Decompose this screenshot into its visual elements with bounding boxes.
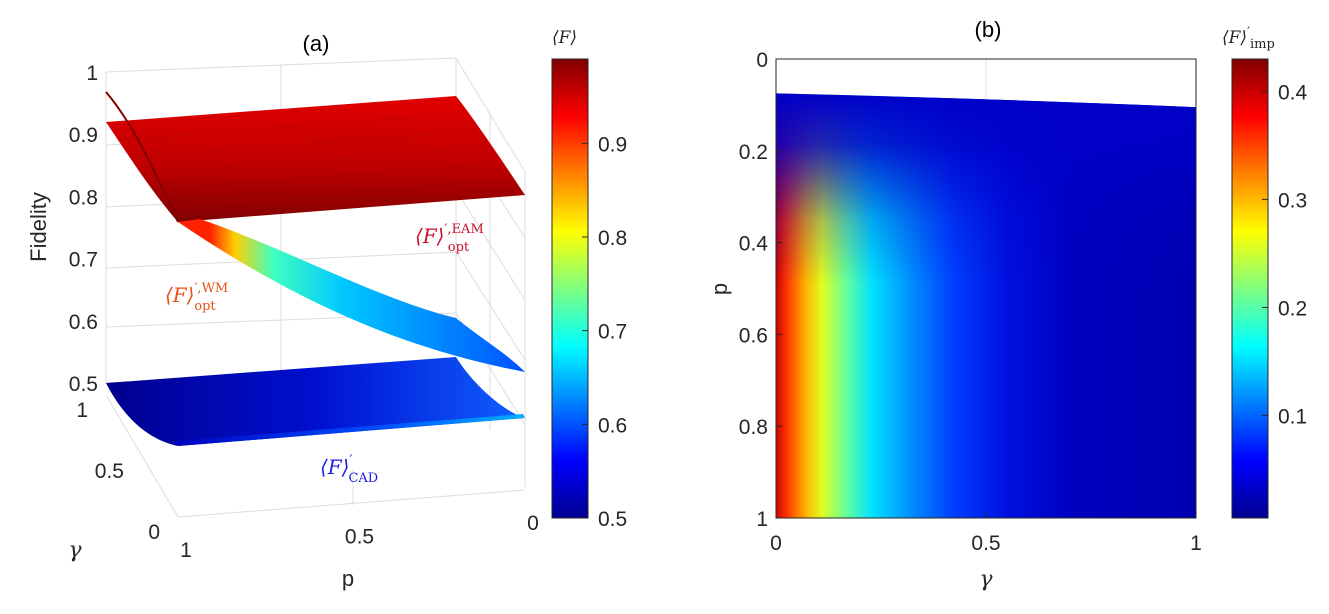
gamma-tick-labels: 00.51	[76, 399, 160, 544]
label-wm: ⟨F⟩′,WM opt	[165, 281, 228, 314]
colorbar-a-title: ⟨F⟩	[552, 28, 577, 48]
z-axis-label: Fidelity	[26, 192, 51, 262]
colorbar-b-tick-label: 0.4	[1278, 81, 1308, 104]
heatmap-y-tick-label: 1	[756, 508, 768, 531]
z-tick-label: 0.9	[69, 124, 98, 147]
z-tick-label: 0.5	[69, 373, 98, 396]
heatmap-x-ticks: 0 0.5 1	[770, 512, 1202, 555]
colorbar-a-tick-label: 0.8	[598, 227, 627, 250]
colorbar-a-tick-label: 0.5	[598, 508, 627, 531]
heatmap-x-tick-label: 1	[1190, 532, 1202, 555]
z-tick-label: 0.8	[69, 186, 98, 209]
heatmap-field	[776, 93, 1196, 518]
colorbar-b-ticks: 0.1 0.2 0.3 0.4	[1262, 81, 1308, 428]
label-eam: ⟨F⟩′,EAM opt	[415, 222, 484, 255]
heatmap-y-tick-label: 0.2	[739, 141, 768, 164]
colorbar-b-tick-label: 0.3	[1278, 189, 1307, 212]
colorbar-a-tick-label: 0.6	[598, 414, 627, 437]
heatmap-y-tick-label: 0	[756, 49, 768, 72]
heatmap-y-label: p	[707, 283, 732, 295]
heatmap-x-tick-label: 0	[770, 532, 782, 555]
p-tick-labels: 10.50	[180, 512, 539, 562]
colorbar-a-tick-label: 0.7	[598, 321, 627, 344]
heatmap-top-fade	[776, 93, 1196, 518]
heatmap-y-ticks: 0 0.2 0.4 0.6 0.8 1	[739, 49, 782, 531]
gamma-axis-label: γ	[68, 538, 82, 563]
z-tick-label: 0.6	[69, 311, 98, 334]
heatmap-y-tick-label: 0.8	[739, 416, 768, 439]
surface-cad-edge	[176, 414, 525, 446]
colorbar-b-tick-label: 0.1	[1278, 405, 1307, 428]
gamma-tick-label: 0.5	[95, 460, 124, 483]
p-axis-label: p	[342, 566, 354, 591]
colorbar-b	[1232, 59, 1268, 518]
label-cad: ⟨F⟩′ CAD	[320, 453, 378, 486]
z-tick-label: 0.7	[69, 249, 98, 272]
surface-wm	[178, 219, 525, 372]
colorbar-a-tick-label: 0.9	[598, 133, 627, 156]
panel-b-title: (b)	[975, 17, 1002, 42]
heatmap-y-tick-label: 0.4	[739, 233, 769, 256]
colorbar-b-title: ⟨F⟩′imp	[1222, 25, 1275, 52]
colorbar-b-tick-label: 0.2	[1278, 297, 1307, 320]
surface-eam-edge	[105, 91, 179, 223]
heatmap-x-label: γ	[979, 567, 993, 592]
gamma-tick-label: 1	[76, 399, 88, 422]
colorbar-b-border	[1231, 58, 1269, 519]
colorbar-a	[552, 59, 588, 518]
colorbar-a-ticks: 0.5 0.6 0.7 0.8 0.9	[582, 133, 627, 531]
panel-b: (b) 00.20.40.60.81 0 0.5 1 p γ 0.10.20.30.…	[707, 17, 1308, 592]
heatmap-x-tick-label: 0.5	[971, 532, 1000, 555]
p-tick-label: 0.5	[345, 526, 374, 549]
gamma-tick-label: 0	[148, 521, 160, 544]
p-tick-label: 1	[180, 539, 192, 562]
surface-eam	[106, 96, 525, 222]
heatmap-y-tick-label: 0.6	[739, 324, 768, 347]
p-tick-label: 0	[527, 512, 539, 535]
z-tick-label: 1	[86, 62, 98, 85]
colorbar-a-border	[551, 58, 589, 519]
panel-a-title: (a)	[303, 31, 330, 56]
panel-a: (a)	[26, 28, 627, 591]
z-tick-labels: 0.5 0.6 0.7 0.8 0.9 1	[69, 62, 98, 396]
surface-eam-shading	[117, 112, 513, 207]
